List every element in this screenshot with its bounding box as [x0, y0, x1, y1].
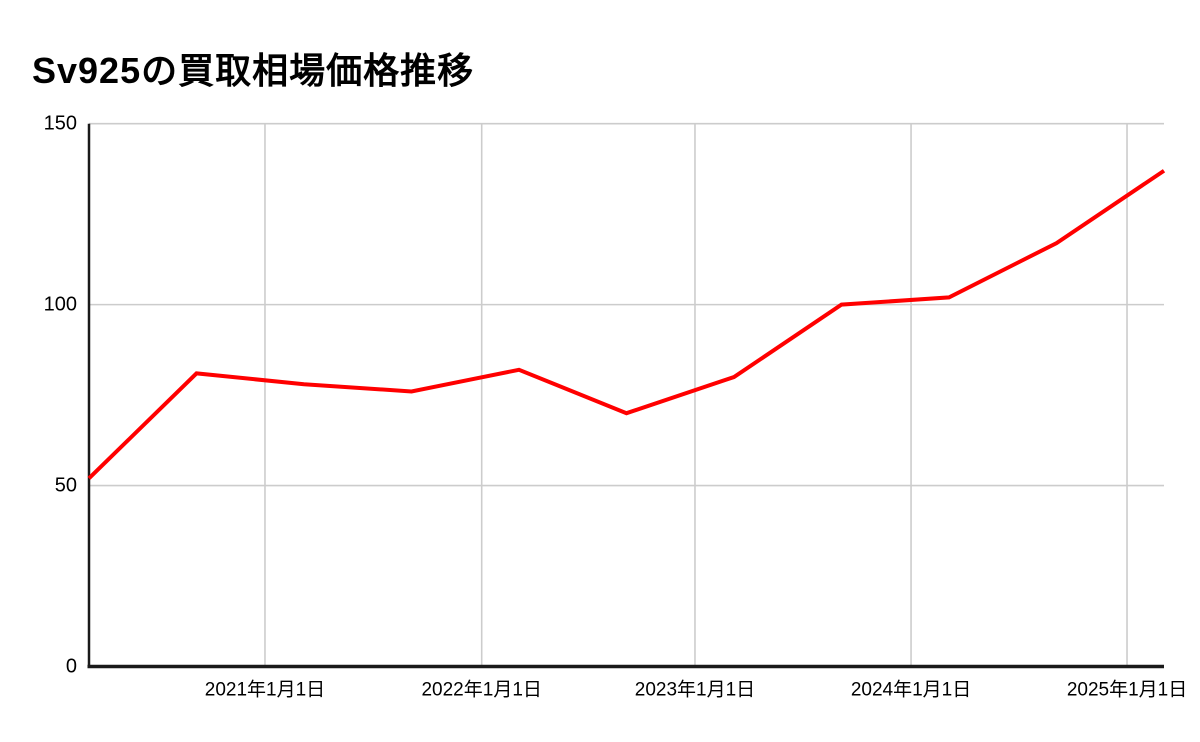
x-axis-tick-label: 2021年1月1日	[205, 679, 325, 701]
y-axis-tick-label: 0	[66, 656, 77, 678]
x-axis-tick-label: 2025年1月1日	[1067, 679, 1187, 701]
y-axis-tick-label: 150	[44, 113, 77, 135]
x-axis-tick-label: 2023年1月1日	[635, 679, 755, 701]
x-axis-tick-label: 2024年1月1日	[851, 679, 971, 701]
x-axis-tick-label: 2022年1月1日	[421, 679, 541, 701]
y-axis-tick-label: 50	[55, 475, 77, 497]
chart-title: Sv925の買取相場価格推移	[32, 50, 475, 91]
price-line	[87, 169, 1166, 480]
y-axis-tick-label: 100	[44, 294, 77, 316]
